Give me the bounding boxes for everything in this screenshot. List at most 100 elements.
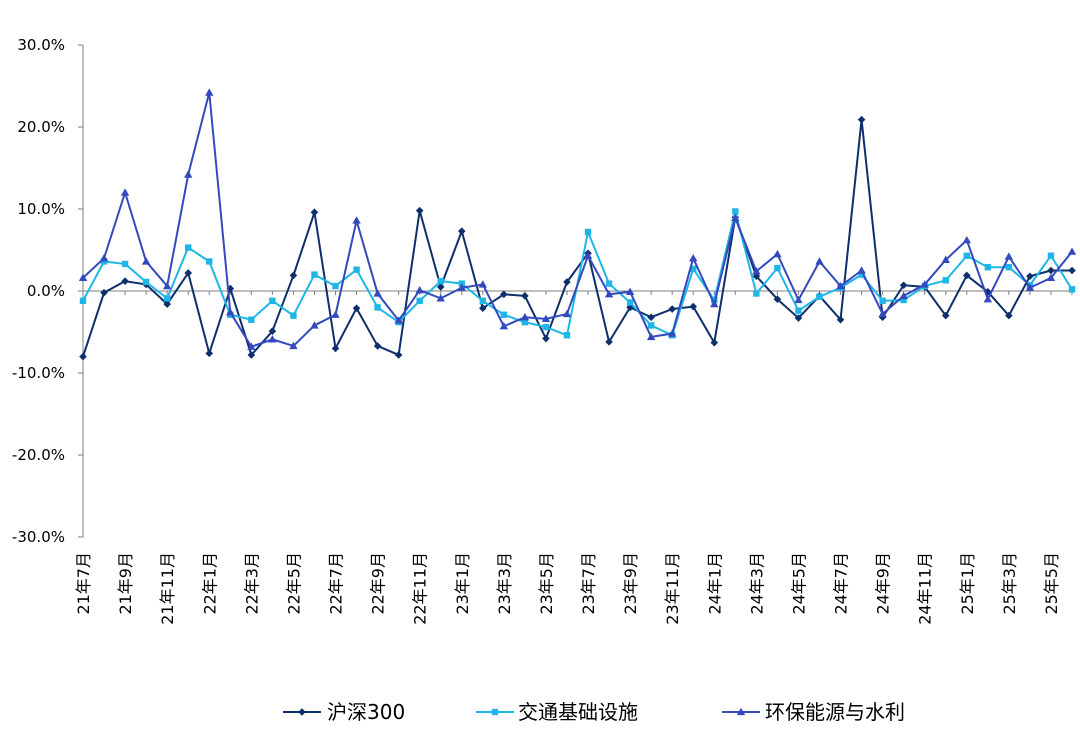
series-2 — [79, 208, 1076, 339]
x-tick-label: 24年1月 — [705, 552, 724, 615]
data-point — [457, 283, 466, 291]
data-point — [753, 290, 760, 297]
x-tick-label: 22年7月 — [327, 552, 346, 615]
data-point — [437, 277, 444, 285]
series-lines — [78, 88, 1077, 361]
data-point — [773, 295, 782, 303]
data-point — [899, 281, 908, 290]
data-point — [815, 257, 824, 265]
legend: 沪深300 交通基础设施 环保能源与水利 — [283, 700, 905, 724]
data-point — [646, 332, 656, 341]
data-point — [542, 334, 550, 343]
x-tick-label: 24年3月 — [747, 552, 766, 615]
data-point — [732, 208, 739, 215]
data-point — [774, 264, 781, 272]
series-line — [82, 118, 1072, 357]
data-point — [205, 88, 214, 96]
data-point — [879, 297, 886, 305]
data-point — [1067, 247, 1077, 255]
data-point — [478, 280, 488, 288]
y-tick-label: -30.0% — [12, 528, 65, 546]
data-point — [626, 299, 634, 306]
data-point — [752, 267, 761, 275]
data-point — [269, 297, 276, 305]
data-point — [247, 342, 256, 350]
data-point — [310, 321, 319, 329]
data-point — [415, 285, 424, 294]
data-point — [857, 266, 866, 274]
x-tick-label: 24年9月 — [874, 552, 893, 615]
data-point — [79, 297, 87, 305]
data-point — [100, 288, 108, 297]
data-point — [121, 260, 129, 268]
data-point — [99, 254, 109, 262]
data-point — [331, 344, 340, 353]
data-point — [605, 338, 613, 346]
data-point — [162, 281, 172, 290]
data-point — [816, 293, 823, 300]
data-point — [120, 188, 130, 196]
data-point — [373, 342, 382, 350]
data-point — [394, 316, 403, 324]
data-point — [78, 273, 88, 282]
data-point — [1068, 286, 1076, 293]
data-point — [668, 305, 676, 313]
data-point — [541, 314, 551, 323]
data-point — [583, 251, 593, 259]
series-1 — [79, 115, 1076, 361]
data-point — [605, 280, 613, 287]
data-point — [268, 327, 277, 335]
y-tick-label: 0.0% — [27, 282, 65, 300]
data-point — [689, 254, 698, 262]
data-point — [163, 295, 171, 302]
data-point — [121, 277, 129, 285]
data-point — [584, 228, 592, 236]
data-point — [247, 351, 256, 359]
data-point — [416, 297, 423, 305]
y-tick-label: -20.0% — [12, 446, 65, 464]
data-point — [1025, 283, 1035, 291]
y-tick-label: -10.0% — [12, 364, 65, 382]
x-tick-label: 25年5月 — [1042, 552, 1061, 615]
x-axis-ticks: 21年7月 21年9月 21年11月 22年1月 22年3月 22年5月 22年7月 22年9… — [74, 291, 1073, 625]
y-tick-label: 10.0% — [17, 200, 65, 218]
data-point — [920, 280, 929, 288]
legend-swatch-marker — [298, 708, 306, 716]
data-point — [1026, 272, 1034, 281]
data-point — [794, 295, 803, 304]
legend-item-1: 沪深300 — [283, 700, 405, 724]
data-point — [542, 323, 550, 331]
data-point — [857, 115, 866, 124]
data-point — [184, 269, 193, 277]
data-point — [184, 170, 193, 178]
data-point — [562, 309, 572, 318]
legend-swatch-marker — [491, 708, 499, 716]
data-point — [500, 290, 508, 299]
data-point — [290, 312, 297, 319]
data-point — [289, 271, 298, 280]
data-point — [836, 281, 845, 290]
data-point — [962, 235, 971, 244]
y-tick-label: 20.0% — [17, 118, 65, 136]
x-tick-label: 25年1月 — [958, 552, 977, 615]
data-point — [667, 329, 677, 337]
data-point — [1046, 273, 1056, 282]
x-tick-label: 23年5月 — [537, 552, 556, 615]
legend-item-2: 交通基础设施 — [476, 700, 638, 724]
y-axis-ticks: -30.0% -20.0% -10.0% 0.0% 10.0% 20.0% 30.0% — [12, 36, 83, 546]
x-tick-label: 24年5月 — [789, 552, 808, 615]
x-tick-label: 21年7月 — [74, 552, 93, 615]
x-tick-label: 23年11月 — [663, 552, 682, 625]
data-point — [436, 283, 445, 291]
x-tick-label: 24年7月 — [832, 552, 851, 615]
data-point — [352, 216, 361, 224]
data-point — [100, 258, 108, 265]
data-point — [773, 249, 782, 258]
data-point — [521, 318, 529, 326]
data-point — [79, 352, 87, 361]
data-point — [900, 296, 907, 304]
data-point — [795, 307, 802, 314]
data-point — [710, 338, 719, 347]
data-point — [205, 349, 214, 358]
